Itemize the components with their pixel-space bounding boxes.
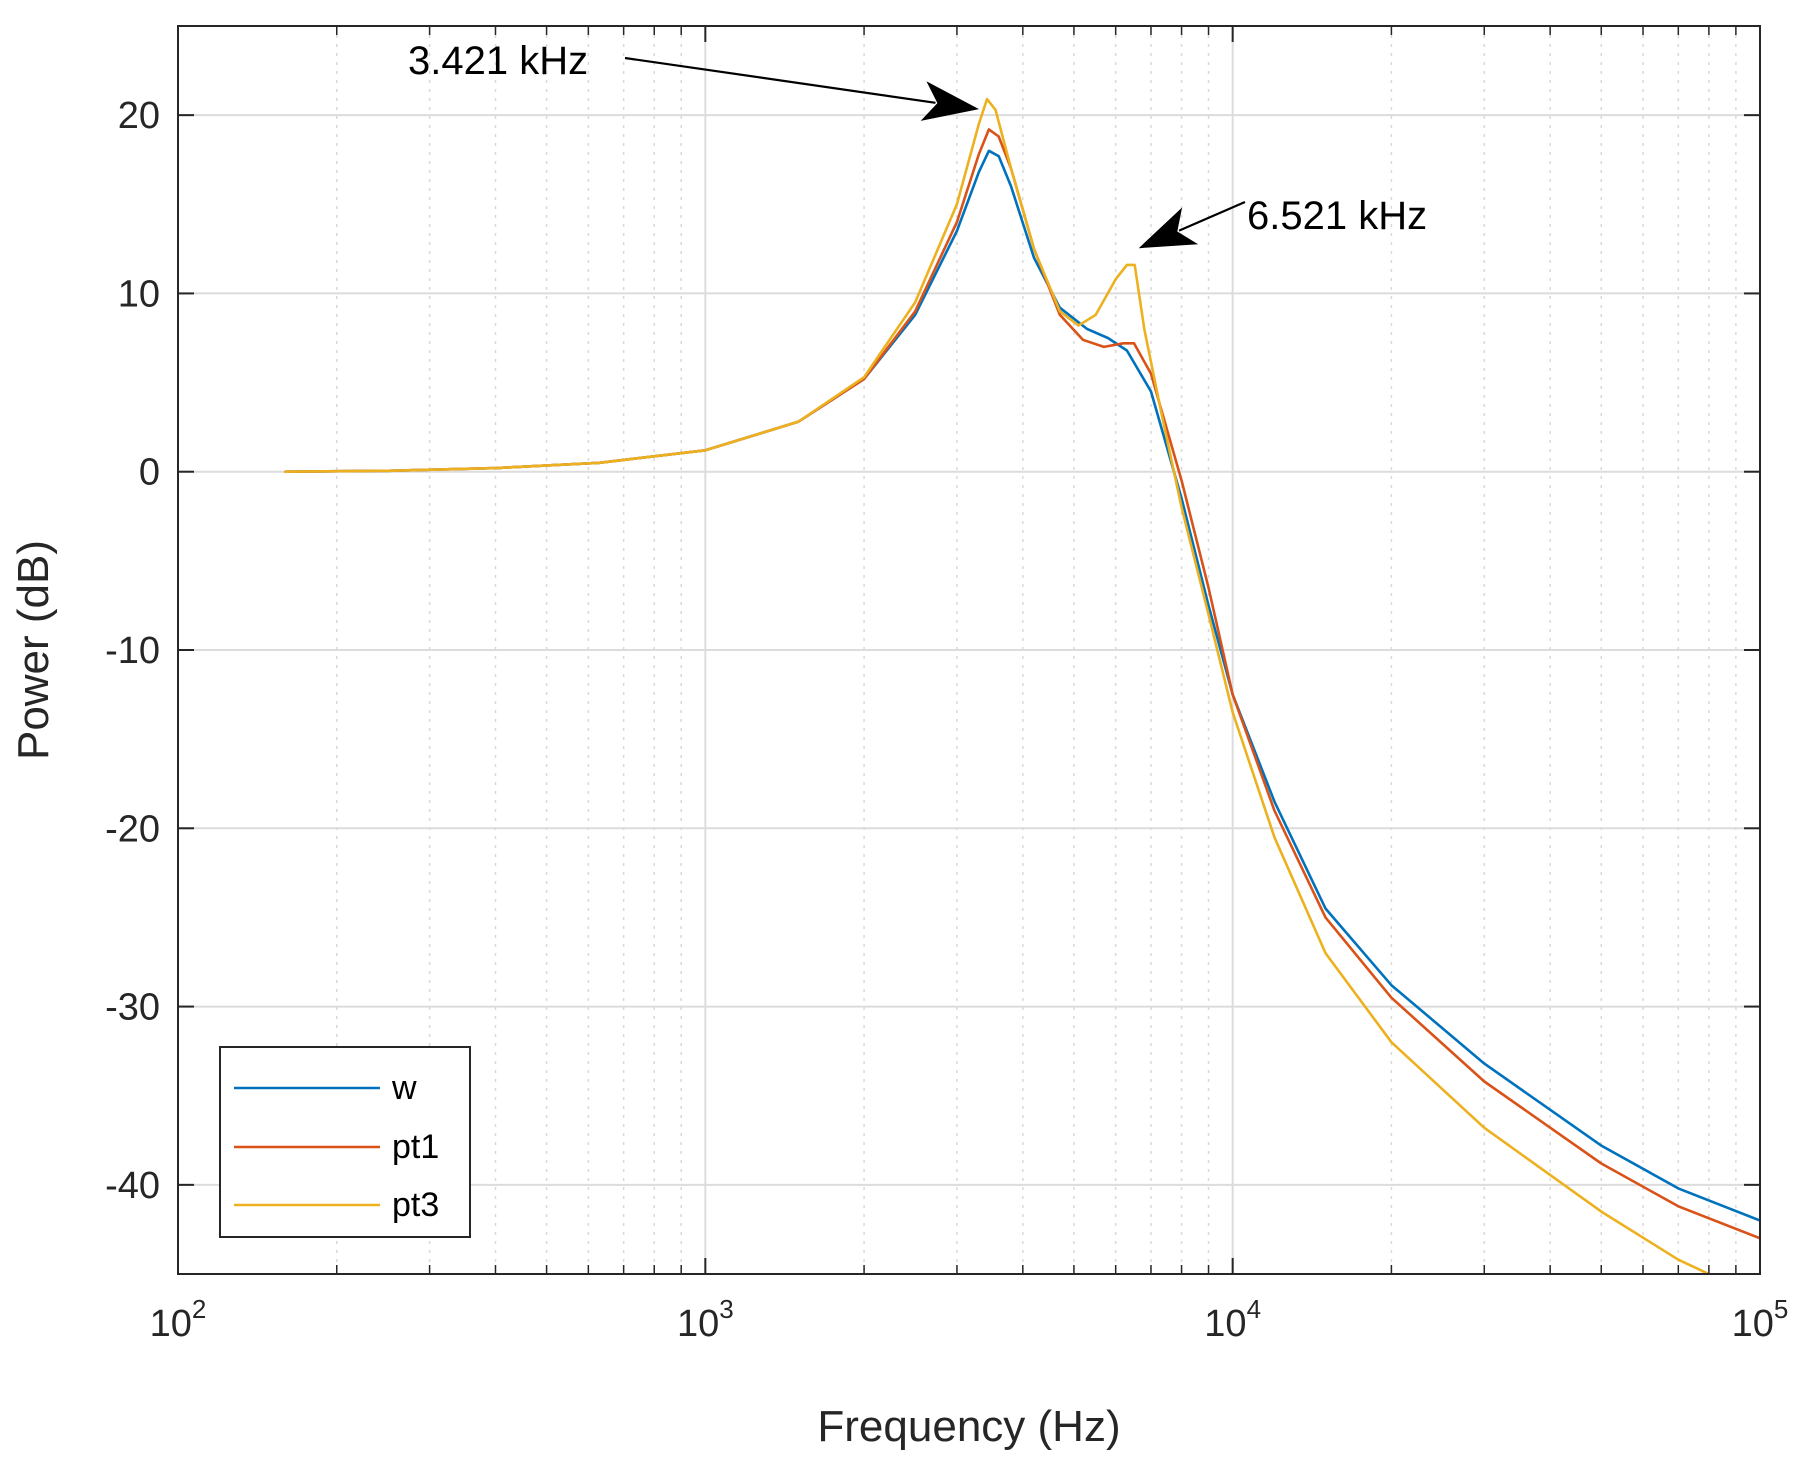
- annotation-label-2: 6.521 kHz: [1247, 194, 1427, 238]
- series-layer: [284, 97, 1760, 1274]
- x-tick-label: 105: [1732, 1294, 1789, 1345]
- annotation-arrow-1-head: [920, 81, 979, 121]
- annotation-label-1: 3.421 kHz: [408, 39, 588, 83]
- y-tick-label: -10: [105, 630, 160, 672]
- legend-label-pt1: pt1: [392, 1128, 439, 1166]
- x-tick-label: 102: [150, 1294, 207, 1345]
- y-tick-label: 10: [118, 273, 160, 315]
- x-tick-base: 10: [1732, 1303, 1774, 1345]
- x-tick-label: 104: [1204, 1294, 1261, 1345]
- x-tick-exponent: 5: [1774, 1294, 1788, 1324]
- x-tick-exponent: 3: [719, 1294, 733, 1324]
- y-tick-labels: 20 10 0 -10 -20 -30 -40: [105, 95, 160, 1207]
- x-tick-labels: 102 103 104 105: [150, 1294, 1789, 1345]
- y-tick-label: 20: [118, 95, 160, 137]
- legend: w pt1 pt3: [219, 1046, 471, 1238]
- x-tick-base: 10: [677, 1303, 719, 1345]
- x-tick-base: 10: [150, 1303, 192, 1345]
- legend-label-pt3: pt3: [392, 1186, 439, 1224]
- y-tick-label: -20: [105, 808, 160, 850]
- x-tick-base: 10: [1204, 1303, 1246, 1345]
- x-axis-label: Frequency (Hz): [817, 1402, 1120, 1451]
- y-axis-label: Power (dB): [9, 540, 58, 760]
- x-tick-exponent: 2: [192, 1294, 206, 1324]
- legend-entries: w pt1 pt3: [234, 1069, 439, 1224]
- y-tick-label: -40: [105, 1165, 160, 1207]
- y-tick-label: 0: [139, 452, 160, 494]
- x-tick-exponent: 4: [1247, 1294, 1261, 1324]
- annotations: 3.421 kHz 6.521 kHz: [408, 39, 1427, 249]
- y-tick-label: -30: [105, 987, 160, 1029]
- x-tick-label: 103: [677, 1294, 734, 1345]
- series-line-pt3: [284, 97, 1711, 1274]
- annotation-arrow-1-shaft: [624, 56, 936, 104]
- legend-label-w: w: [391, 1069, 417, 1107]
- axis-ticks: [177, 26, 1761, 1274]
- annotation-arrow-2-shaft: [1178, 200, 1246, 232]
- annotation-arrow-2-head: [1138, 207, 1199, 249]
